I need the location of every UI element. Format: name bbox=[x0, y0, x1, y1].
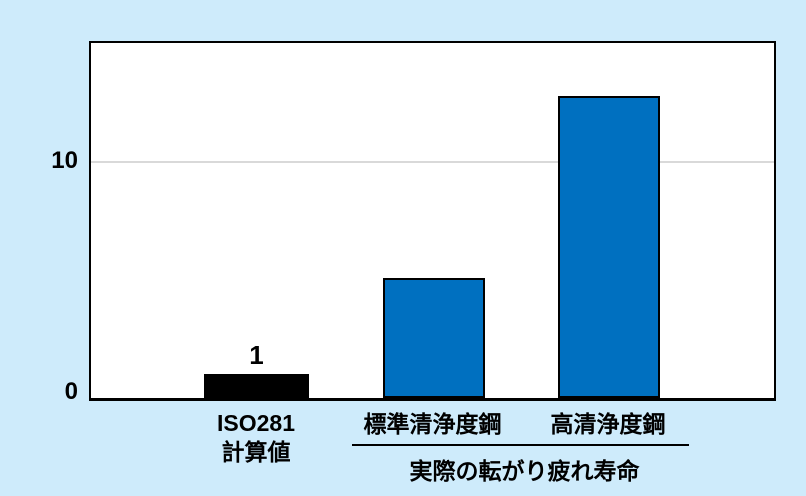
bar-high-cleanliness-steel bbox=[558, 96, 660, 398]
y-axis-tick-0: 0 bbox=[64, 378, 78, 405]
data-label-iso281: 1 bbox=[249, 340, 264, 370]
y-axis-tick-10: 10 bbox=[51, 147, 78, 174]
bar-standard-cleanliness-steel bbox=[383, 278, 485, 398]
group-bracket-line bbox=[352, 444, 689, 446]
bar-iso281-calculated bbox=[204, 374, 309, 398]
x-axis-label-high-cleanliness-steel: 高清浄度鋼 bbox=[550, 411, 666, 437]
gridline-y10 bbox=[91, 161, 774, 163]
plot-area: 1 bbox=[89, 41, 776, 401]
group-label-actual-rolling-fatigue-life: 実際の転がり疲れ寿命 bbox=[409, 458, 640, 484]
x-axis-label-iso281: ISO281 計算値 bbox=[217, 410, 295, 465]
x-axis-label-standard-cleanliness-steel: 標準清浄度鋼 bbox=[363, 411, 502, 437]
